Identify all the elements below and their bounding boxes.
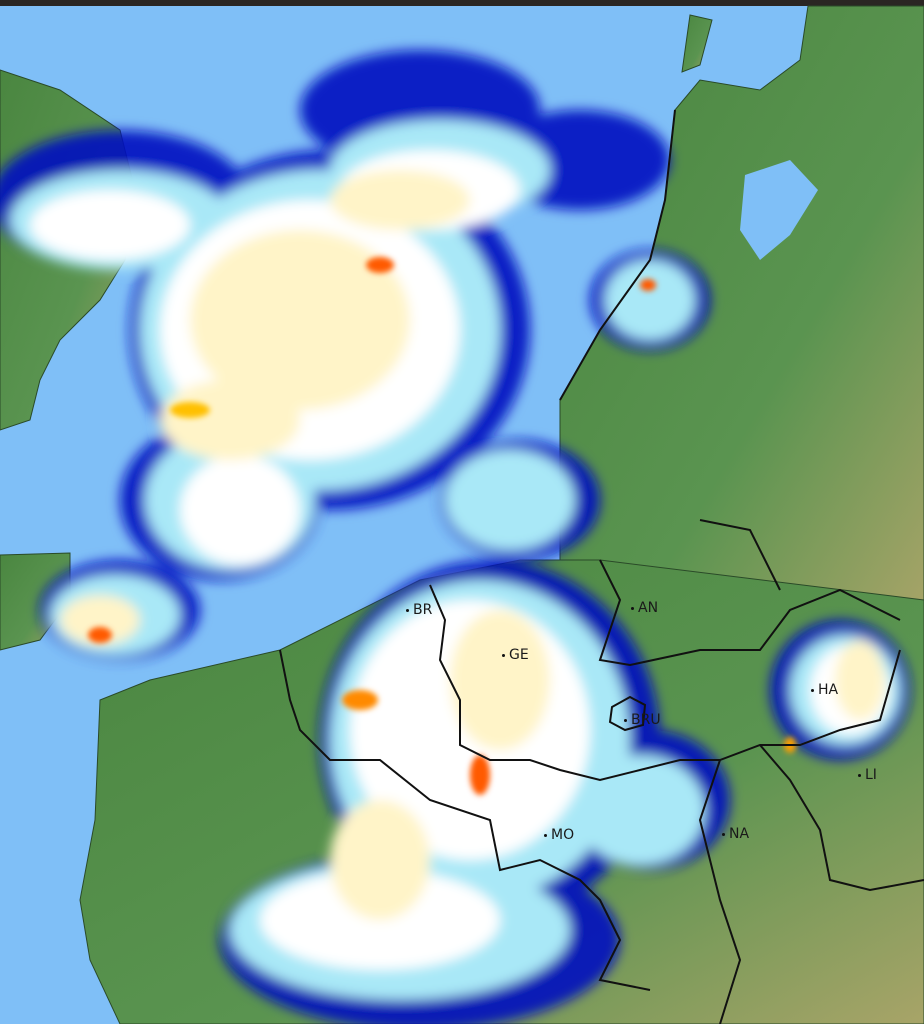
ijsselmeer <box>740 160 818 260</box>
city-dot <box>722 832 725 836</box>
city-label-br: BR <box>406 602 432 618</box>
city-label-mo: MO <box>544 827 574 843</box>
borders <box>279 109 924 1024</box>
city-label-ge: GE <box>502 647 529 663</box>
coastline <box>559 109 676 401</box>
city-dot <box>406 608 409 612</box>
border-line <box>598 559 901 667</box>
texel-land <box>681 14 713 73</box>
city-label-na: NA <box>722 826 749 842</box>
city-dot <box>858 773 861 777</box>
city-name: AN <box>638 600 659 616</box>
city-name: BR <box>413 602 433 618</box>
city-name: GE <box>509 647 529 663</box>
city-name: MO <box>551 827 575 843</box>
city-name: HA <box>818 682 839 698</box>
city-label-li: LI <box>858 767 877 783</box>
city-name: NA <box>729 826 750 842</box>
city-dot <box>631 606 634 610</box>
city-dot <box>624 718 627 722</box>
city-dot <box>502 653 505 657</box>
top-bar <box>0 0 924 6</box>
city-dot <box>811 688 814 692</box>
city-label-ha: HA <box>811 682 838 698</box>
radar-precipitation <box>0 50 910 1024</box>
city-label-bru: BRU <box>624 712 661 728</box>
city-label-an: AN <box>631 600 658 616</box>
border-line <box>698 759 742 1024</box>
border-line <box>699 519 781 591</box>
city-dot <box>544 833 547 837</box>
border-line <box>759 744 924 892</box>
city-name: LI <box>865 767 877 783</box>
brussels-border <box>608 695 647 732</box>
city-name: BRU <box>631 712 661 728</box>
border-line <box>429 584 901 782</box>
border-line <box>279 649 651 991</box>
radar-intense <box>88 257 796 795</box>
